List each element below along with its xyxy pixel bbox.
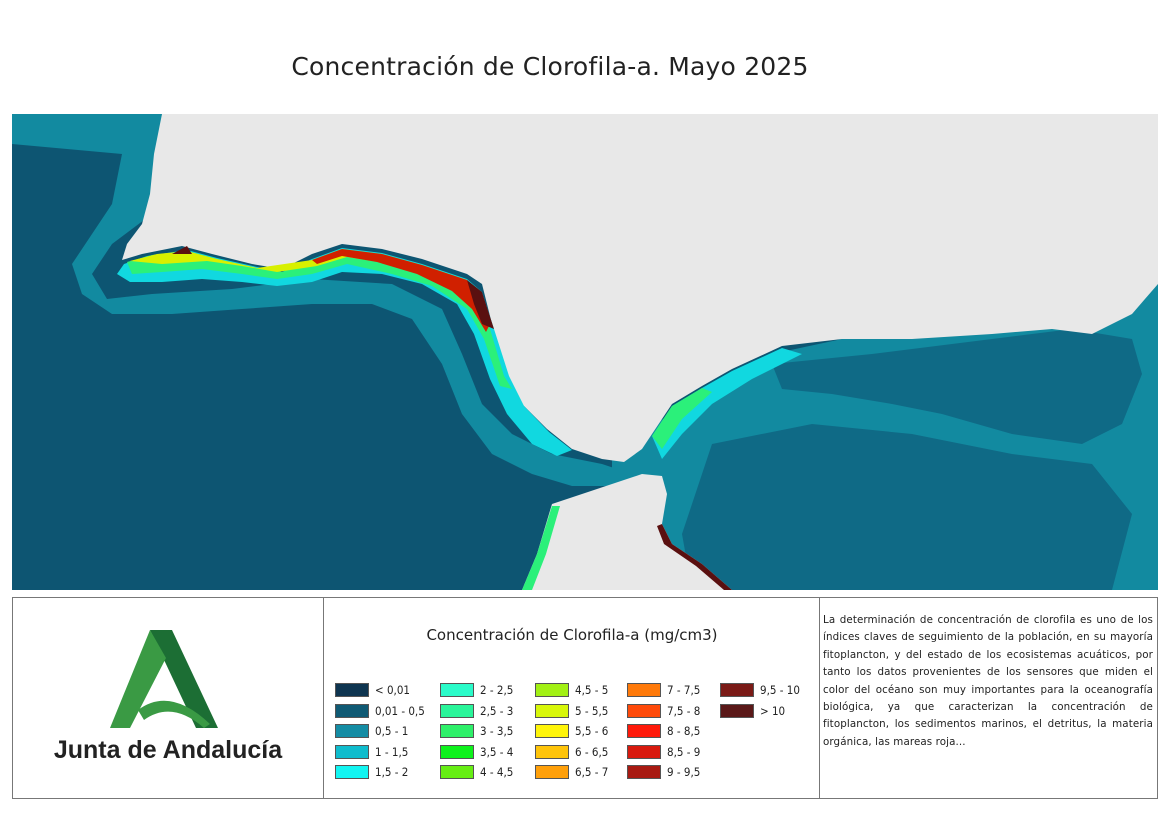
legend-item: 7,5 - 8 <box>627 702 700 720</box>
map-title: Concentración de Clorofila-a. Mayo 2025 <box>291 52 809 81</box>
legend-item: 6,5 - 7 <box>535 763 608 781</box>
legend-item: 9 - 9,5 <box>627 763 700 781</box>
legend-swatch <box>335 683 369 697</box>
legend-label: 3 - 3,5 <box>480 724 514 738</box>
legend-item: 2 - 2,5 <box>440 681 513 699</box>
legend-swatch <box>335 724 369 738</box>
legend-item: 1,5 - 2 <box>335 763 408 781</box>
legend-item: 4,5 - 5 <box>535 681 608 699</box>
legend-label: 8,5 - 9 <box>667 744 701 759</box>
legend-swatch <box>440 724 474 738</box>
legend-swatch <box>535 724 569 738</box>
mediterranean-dark-patch <box>772 329 1142 444</box>
legend-swatch <box>627 744 661 759</box>
legend-item: 4 - 4,5 <box>440 763 513 781</box>
legend-swatch <box>720 703 754 718</box>
legend-label: 2 - 2,5 <box>480 683 514 697</box>
legend-swatch <box>440 703 474 718</box>
legend-swatch <box>627 765 661 779</box>
legend-swatch <box>627 724 661 738</box>
legend-label: 3,5 - 4 <box>480 744 514 759</box>
legend-item: 8,5 - 9 <box>627 743 700 761</box>
africa-coastal-band <box>657 524 732 590</box>
legend-swatch <box>535 683 569 697</box>
atlantic-shelf <box>12 114 632 486</box>
junta-andalucia-logo-icon <box>110 630 218 728</box>
coastal-band-dark <box>467 280 494 329</box>
coastal-band-yellow <box>130 249 488 324</box>
legend-item: 5 - 5,5 <box>535 702 608 720</box>
legend-swatch <box>535 703 569 718</box>
legend-label: 1,5 - 2 <box>375 765 409 779</box>
legend-swatch <box>440 744 474 759</box>
legend-label: 0,5 - 1 <box>375 724 409 738</box>
legend-swatch <box>627 703 661 718</box>
legend-label: 9,5 - 10 <box>760 683 800 697</box>
legend-item: 0,01 - 0,5 <box>335 702 425 720</box>
info-panel: Junta de Andalucía Concentración de Clor… <box>12 597 1158 799</box>
legend-item: 2,5 - 3 <box>440 702 513 720</box>
med-coastal-band <box>652 388 712 449</box>
legend-label: 1 - 1,5 <box>375 744 409 759</box>
chlorophyll-map <box>12 114 1158 590</box>
legend-item: 3,5 - 4 <box>440 743 513 761</box>
description-text: La determinación de concentración de clo… <box>823 614 1153 748</box>
legend-title: Concentración de Clorofila-a (mg/cm3) <box>426 626 718 644</box>
legend-label: 2,5 - 3 <box>480 703 514 718</box>
legend-swatch <box>440 683 474 697</box>
legend-item: 8 - 8,5 <box>627 722 700 740</box>
legend-item: 9,5 - 10 <box>720 681 800 699</box>
legend-item: 5,5 - 6 <box>535 722 608 740</box>
legend-label: 7 - 7,5 <box>667 683 701 697</box>
coastal-band-dark <box>172 246 192 254</box>
legend-label: 5 - 5,5 <box>575 703 609 718</box>
legend-item: 0,5 - 1 <box>335 722 408 740</box>
legend-label: 8 - 8,5 <box>667 724 701 738</box>
land-iberia <box>122 114 1158 462</box>
legend-label: 0,01 - 0,5 <box>375 703 425 718</box>
logo-area: Junta de Andalucía <box>13 598 323 798</box>
legend-item: 3 - 3,5 <box>440 722 513 740</box>
coastal-band-red <box>312 249 490 332</box>
legend-item: 7 - 7,5 <box>627 681 700 699</box>
legend-item: 1 - 1,5 <box>335 743 408 761</box>
legend-swatch <box>720 683 754 697</box>
legend-swatch <box>335 765 369 779</box>
legend-item: > 10 <box>720 702 785 720</box>
legend-label: 4,5 - 5 <box>575 683 609 697</box>
legend-swatch <box>535 744 569 759</box>
legend-item: 6 - 6,5 <box>535 743 608 761</box>
legend-label: 7,5 - 8 <box>667 703 701 718</box>
legend-swatch <box>335 744 369 759</box>
legend-swatch <box>535 765 569 779</box>
panel-divider <box>819 598 820 798</box>
legend-label: 6,5 - 7 <box>575 765 609 779</box>
legend-item: < 0,01 <box>335 681 410 699</box>
africa-coastal-band <box>522 506 560 590</box>
land-africa <box>522 474 732 590</box>
legend-swatch <box>335 703 369 718</box>
legend-label: 9 - 9,5 <box>667 765 701 779</box>
legend-swatch <box>627 683 661 697</box>
logo-text: Junta de Andalucía <box>53 736 283 764</box>
legend-label: < 0,01 <box>375 683 410 697</box>
mediterranean-dark-patch <box>682 424 1132 590</box>
legend-label: 4 - 4,5 <box>480 765 514 779</box>
legend-swatch <box>440 765 474 779</box>
legend-label: > 10 <box>760 703 786 718</box>
legend-label: 5,5 - 6 <box>575 724 609 738</box>
panel-divider <box>323 598 324 798</box>
legend-label: 6 - 6,5 <box>575 744 609 759</box>
